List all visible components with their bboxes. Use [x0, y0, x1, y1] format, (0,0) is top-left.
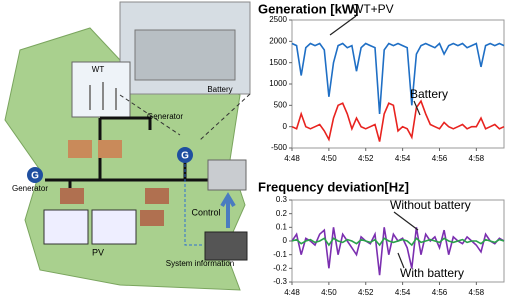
chart-title: Frequency deviation[Hz]: [258, 179, 409, 194]
x-tick-label: 4:58: [469, 154, 485, 163]
label: WT: [92, 65, 105, 74]
charts: Generation [kW]-500050010001500200025004…: [258, 1, 504, 297]
house: [98, 140, 122, 158]
annotation-arrow: [394, 212, 418, 230]
x-tick-label: 4:56: [432, 288, 448, 297]
label: Generator: [147, 112, 183, 121]
x-tick-label: 4:56: [432, 154, 448, 163]
y-tick-label: 500: [274, 100, 288, 109]
label: G: [31, 171, 39, 182]
series-label: Battery: [410, 87, 448, 101]
y-tick-label: -0.3: [273, 277, 287, 286]
y-tick-label: -0.2: [273, 263, 287, 272]
label: PV: [92, 247, 104, 257]
label: System information: [166, 259, 234, 268]
label: Control: [191, 207, 220, 217]
x-tick-label: 4:50: [321, 154, 337, 163]
x-tick-label: 4:48: [284, 288, 300, 297]
y-tick-label: 1000: [269, 79, 287, 88]
battery-building: [135, 30, 235, 80]
y-tick-label: -0.1: [273, 250, 287, 259]
diagram: WT Battery Generator Generator G G PV Co…: [5, 2, 250, 290]
series-line: [292, 101, 504, 142]
y-tick-label: 0: [283, 236, 288, 245]
series-line: [292, 44, 504, 114]
y-tick-label: 2000: [269, 36, 287, 45]
control-photo: [208, 160, 246, 190]
y-tick-label: -500: [271, 143, 288, 152]
y-tick-label: 2500: [269, 15, 287, 24]
series-line: [292, 238, 504, 245]
y-tick-label: 0.3: [276, 195, 288, 204]
series-label: Without battery: [390, 198, 471, 212]
page: {"chart_data":[ {"type":"line","title":"…: [0, 0, 508, 298]
x-tick-label: 4:48: [284, 154, 300, 163]
pv-panel: [92, 210, 136, 244]
y-tick-label: 1500: [269, 58, 287, 67]
series-line: [292, 227, 504, 275]
x-tick-label: 4:50: [321, 288, 337, 297]
house: [140, 210, 164, 226]
server-photo: [205, 232, 247, 260]
house: [145, 188, 169, 204]
x-tick-label: 4:54: [395, 154, 411, 163]
x-tick-label: 4:52: [358, 288, 374, 297]
annotation-arrow: [330, 16, 356, 35]
pv-panel: [44, 210, 88, 244]
series-label: With battery: [400, 266, 464, 280]
x-tick-label: 4:58: [469, 288, 485, 297]
label: Generator: [12, 184, 48, 193]
label: Battery: [207, 85, 232, 94]
figure: WT Battery Generator Generator G G PV Co…: [0, 0, 508, 298]
y-tick-label: 0.2: [276, 209, 288, 218]
y-tick-label: 0: [283, 122, 288, 131]
x-tick-label: 4:54: [395, 288, 411, 297]
label: G: [181, 151, 189, 162]
house: [68, 140, 92, 158]
house: [60, 188, 84, 204]
x-tick-label: 4:52: [358, 154, 374, 163]
series-label: WT+PV: [352, 2, 394, 16]
y-tick-label: 0.1: [276, 222, 288, 231]
